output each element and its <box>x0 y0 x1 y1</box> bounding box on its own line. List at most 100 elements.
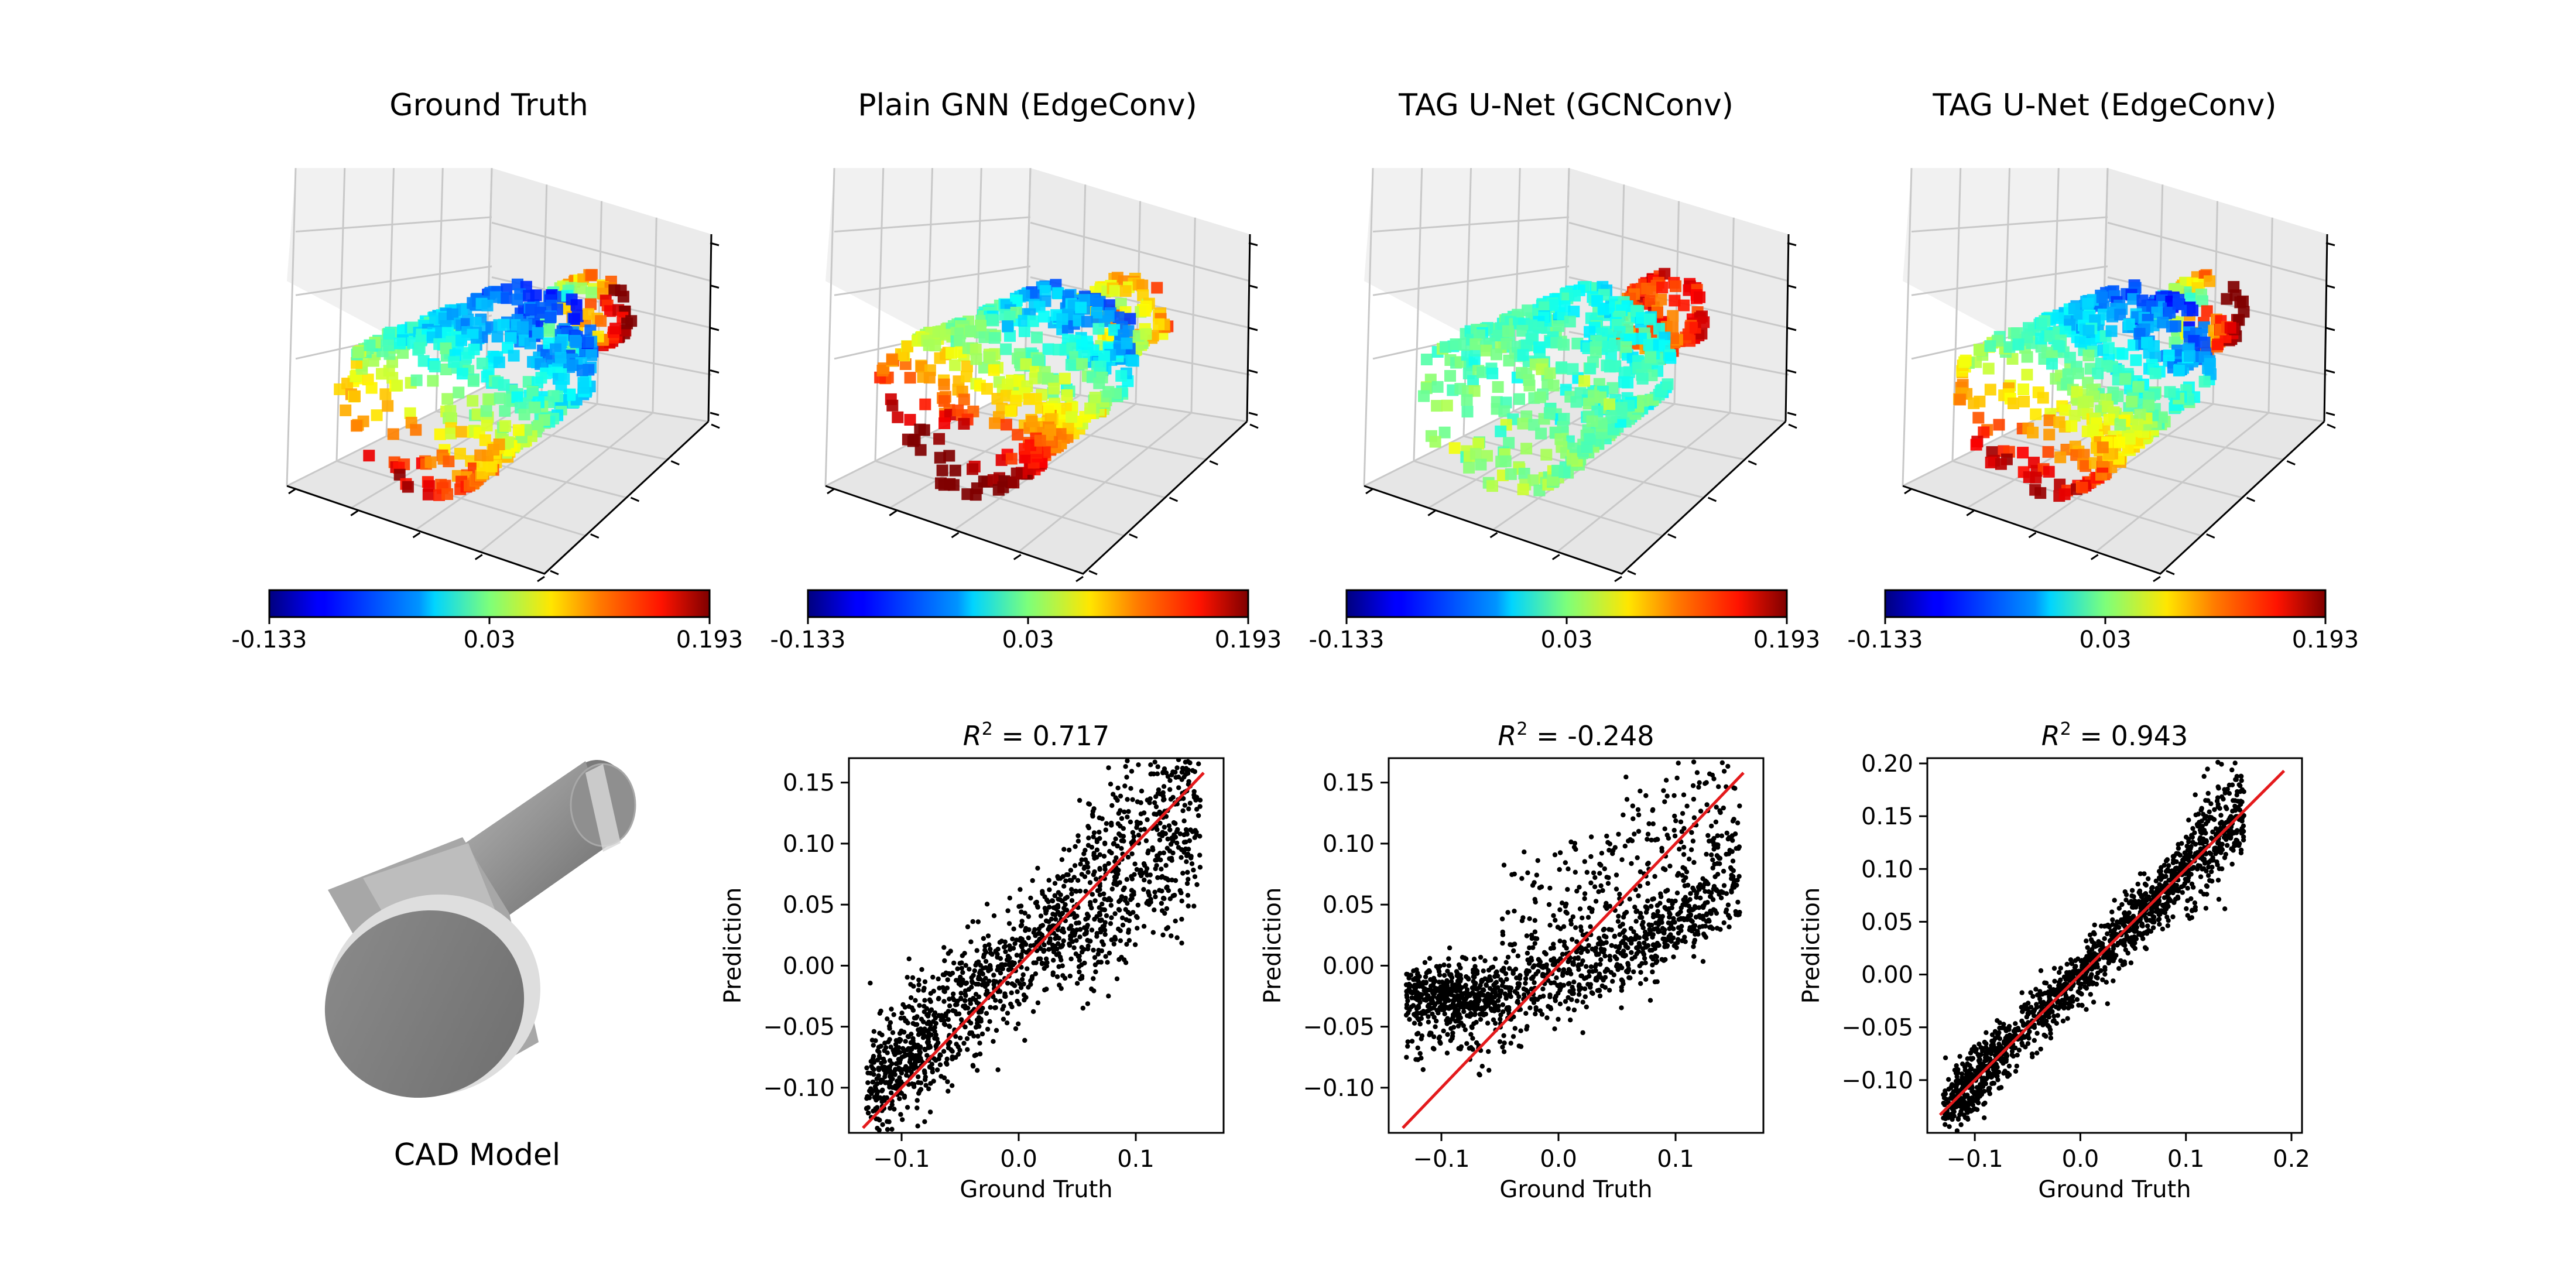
tick-mark <box>412 532 421 539</box>
scatter-point <box>1063 902 1068 907</box>
tick-mark <box>1787 369 1797 374</box>
scatter-point <box>869 1091 874 1097</box>
scatter-point <box>1118 938 1123 944</box>
tick-mark <box>951 532 960 539</box>
scatter-point <box>1078 976 1083 982</box>
scatter-point <box>946 1023 952 1029</box>
scatter-point <box>879 1032 885 1038</box>
scatter-point <box>1522 992 1527 998</box>
scatter-point <box>887 1067 893 1073</box>
voxel <box>989 417 1001 429</box>
scatter-point <box>1167 896 1173 902</box>
scatter-point <box>1635 807 1641 813</box>
scatter-point <box>1126 927 1132 933</box>
voxel-cloud <box>1418 268 1710 496</box>
voxel <box>1033 354 1044 366</box>
voxel <box>2018 395 2030 407</box>
scatter-point <box>1013 1026 1019 1032</box>
scatter-point <box>1044 908 1049 913</box>
scatter-point <box>897 1075 902 1080</box>
voxel <box>1544 367 1556 379</box>
scatter-point <box>983 965 989 971</box>
scatter-point <box>1019 954 1024 960</box>
scatter-point <box>1092 962 1098 968</box>
scatter-point <box>1112 879 1118 885</box>
scatter-point <box>1159 900 1164 906</box>
scatter-point <box>1077 969 1082 975</box>
scatter-point <box>1601 926 1607 932</box>
scatter-point <box>1708 852 1714 858</box>
panel-title: Ground Truth <box>389 88 588 123</box>
scatter-point <box>1498 1016 1503 1022</box>
voxel <box>479 434 491 446</box>
tick-mark <box>1748 460 1757 465</box>
scatter-point <box>1152 800 1157 806</box>
voxel <box>2134 409 2146 421</box>
scatter-point <box>1086 835 1091 841</box>
scatter-point <box>1650 962 1655 968</box>
scatter-point <box>1190 768 1195 773</box>
voxel <box>938 378 950 390</box>
scatter-point <box>1154 863 1159 868</box>
scatter-point <box>1180 766 1186 771</box>
voxel <box>2046 358 2058 370</box>
scatter-point <box>1525 950 1530 956</box>
scatter-point <box>1145 817 1150 823</box>
voxel <box>1533 341 1545 354</box>
scatter-point <box>1196 761 1201 766</box>
tick-mark <box>710 285 720 289</box>
scatter-point <box>1020 948 1026 954</box>
scatter-point <box>1085 943 1091 949</box>
voxel <box>1492 381 1504 393</box>
voxel <box>2043 465 2055 478</box>
voxel <box>1089 392 1101 404</box>
voxel <box>467 375 479 387</box>
voxel <box>2169 320 2181 333</box>
scatter-point <box>868 1071 873 1076</box>
scatter-point <box>1715 833 1720 838</box>
scatter-point <box>1602 953 1608 959</box>
scatter-chart-plain-gnn: −0.1 0.0 0.1−0.10−0.050.000.050.100.15Grou… <box>720 719 1225 1203</box>
scatter-point <box>977 1040 982 1046</box>
scatter-point <box>962 1003 968 1009</box>
scatter-point <box>958 995 964 1001</box>
voxel <box>555 381 567 393</box>
voxel <box>424 456 437 468</box>
scatter-point <box>993 998 998 1003</box>
colorbar-gradient <box>1884 589 2327 618</box>
scatter-point <box>1179 916 1184 922</box>
scatter-point <box>1572 841 1578 846</box>
scatter-point <box>965 1047 970 1052</box>
axes-frame <box>848 757 1225 1134</box>
scatter-point <box>1574 939 1580 944</box>
voxel <box>1042 343 1054 355</box>
scatter-point <box>1179 847 1184 852</box>
scatter-point <box>916 1080 921 1085</box>
panel-title: TAG U-Net (GCNConv) <box>1398 88 1734 123</box>
scatter-point <box>1097 883 1102 889</box>
scatter-point <box>864 1105 869 1111</box>
scatter-point <box>1091 851 1097 856</box>
voxel <box>1052 287 1064 300</box>
tick-mark <box>710 242 720 246</box>
scatter-point <box>1179 898 1184 904</box>
scatter-point <box>1077 888 1083 894</box>
voxel <box>575 282 587 294</box>
voxel <box>585 349 598 361</box>
scatter-point <box>1015 989 1020 995</box>
scatter-point <box>934 1036 940 1042</box>
scatter-point <box>934 1067 940 1073</box>
scatter-point <box>922 1068 927 1074</box>
voxel <box>1461 394 1473 406</box>
voxel <box>1505 468 1517 480</box>
grid-line <box>491 221 712 282</box>
grid-line <box>974 410 1207 461</box>
scatter-point <box>1101 854 1107 859</box>
voxel <box>1522 304 1534 317</box>
scatter-point <box>1107 950 1112 956</box>
voxel <box>1549 299 1561 311</box>
scatter-point <box>960 953 965 958</box>
scatter-point <box>1527 945 1532 951</box>
voxel <box>2132 381 2145 393</box>
grid-line <box>1030 276 1251 329</box>
